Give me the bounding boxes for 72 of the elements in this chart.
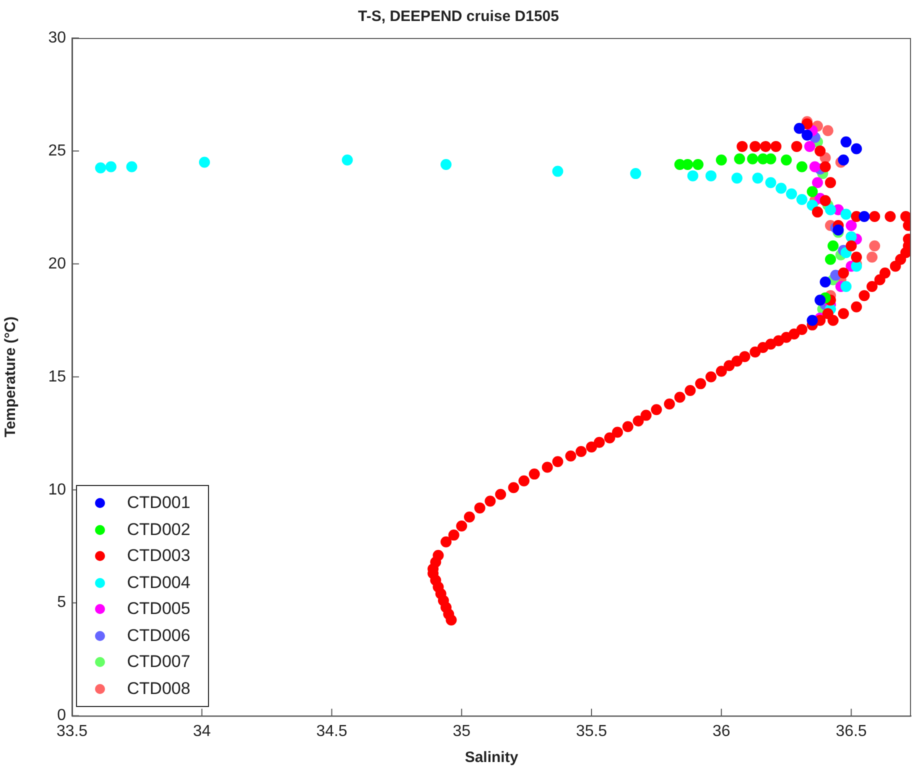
y-tick-label: 10 [48, 481, 66, 498]
point [440, 159, 452, 170]
point [804, 140, 816, 152]
point [765, 177, 776, 188]
point [552, 166, 564, 177]
point [342, 154, 353, 166]
y-tick-label: 25 [48, 142, 66, 160]
point [716, 154, 727, 166]
point [692, 159, 704, 170]
x-tick-label: 34.5 [316, 722, 348, 740]
y-tick-label: 15 [48, 368, 66, 386]
point [95, 162, 106, 174]
y-tick-label: 0 [57, 707, 66, 724]
point [840, 136, 852, 148]
point [812, 177, 823, 188]
point [780, 154, 792, 166]
x-tick-label: 34 [192, 722, 211, 740]
legend-label: CTD007 [127, 652, 190, 672]
point [869, 240, 880, 252]
legend-label: CTD005 [127, 599, 190, 620]
point [828, 240, 839, 252]
point [198, 156, 210, 168]
point [814, 294, 826, 306]
legend-label: CTD006 [127, 626, 190, 646]
point [126, 161, 138, 172]
x-tick-label: 36.5 [836, 722, 867, 740]
point [858, 210, 870, 222]
point [630, 168, 642, 180]
point [846, 220, 857, 232]
point [850, 143, 862, 154]
point [747, 153, 758, 164]
y-tick-label: 5 [57, 594, 66, 612]
point [820, 276, 831, 288]
legend-label: CTD004 [127, 572, 190, 593]
x-tick-label: 36 [712, 722, 730, 740]
point [850, 260, 862, 272]
point [731, 172, 742, 184]
point [734, 153, 746, 164]
point [752, 172, 764, 184]
point [796, 161, 808, 172]
point [840, 208, 852, 220]
legend-label: CTD001 [127, 493, 190, 514]
chart-title: T-S, DEEPEND cruise D1505 [358, 8, 559, 26]
point [809, 161, 820, 172]
point [687, 170, 698, 182]
point [840, 281, 852, 292]
point [705, 170, 716, 182]
point [765, 153, 776, 164]
x-tick-label: 33.5 [56, 722, 88, 740]
point [682, 159, 694, 170]
point [824, 254, 836, 265]
legend-label: CTD008 [127, 678, 190, 699]
x-tick-label: 35.5 [576, 722, 608, 740]
point [824, 204, 836, 216]
point [866, 252, 878, 263]
x-axis-title: Salinity [464, 749, 519, 766]
point [786, 188, 798, 200]
x-tick-label: 35 [452, 722, 471, 740]
point [802, 130, 813, 141]
y-tick-label: 30 [48, 29, 66, 46]
point [822, 125, 834, 136]
point [806, 186, 818, 198]
legend-label: CTD003 [127, 546, 190, 566]
point [838, 154, 849, 166]
point [776, 182, 787, 194]
point [794, 122, 805, 134]
y-axis-title: Temperature (°C) [2, 316, 20, 438]
point [796, 194, 808, 206]
y-tick-label: 20 [48, 255, 66, 272]
point [105, 161, 116, 172]
point [806, 314, 818, 326]
legend-label: CTD002 [127, 520, 190, 540]
